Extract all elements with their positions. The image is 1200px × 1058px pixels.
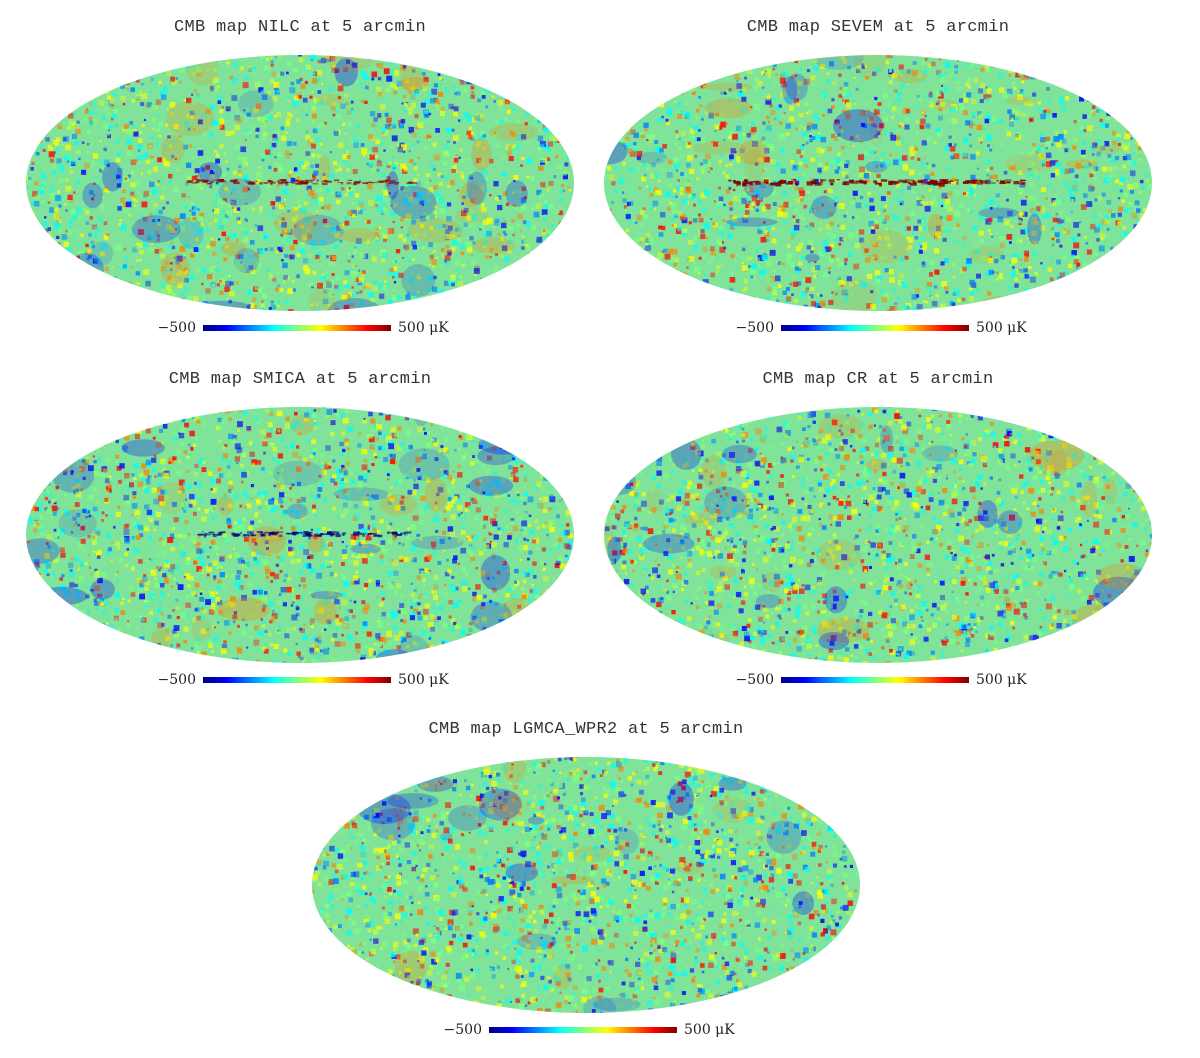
panel-title: CMB map SEVEM at 5 arcmin [746, 18, 1010, 37]
panel-cr: CMB map CR at 5 arcmin −500 500 μK [598, 370, 1158, 700]
cmb-sky-map [604, 55, 1152, 311]
cmb-sky-map [604, 407, 1152, 663]
colorbar-max-label: 500 μK [976, 672, 1027, 688]
cmb-sky-map [26, 55, 574, 311]
colorbar: −500 500 μK [598, 320, 1158, 340]
colorbar-min-label: −500 [443, 1022, 482, 1038]
panel-lgmca-wpr2: CMB map LGMCA_WPR2 at 5 arcmin −500 500 … [306, 720, 866, 1050]
colorbar-max-label: 500 μK [976, 320, 1027, 336]
cmb-sky-map [312, 757, 860, 1013]
colorbar-gradient [489, 1027, 677, 1033]
panel-smica: CMB map SMICA at 5 arcmin −500 500 μK [20, 370, 580, 700]
colorbar-max-label: 500 μK [398, 672, 449, 688]
panel-title: CMB map NILC at 5 arcmin [173, 18, 427, 37]
panel-nilc: CMB map NILC at 5 arcmin −500 500 μK [20, 18, 580, 348]
colorbar: −500 500 μK [598, 672, 1158, 692]
colorbar-max-label: 500 μK [398, 320, 449, 336]
colorbar-max-label: 500 μK [684, 1022, 735, 1038]
colorbar-gradient [203, 677, 391, 683]
cmb-sky-map [26, 407, 574, 663]
colorbar-gradient [781, 325, 969, 331]
colorbar-min-label: −500 [735, 672, 774, 688]
colorbar-min-label: −500 [157, 672, 196, 688]
colorbar: −500 500 μK [20, 672, 580, 692]
panel-title: CMB map SMICA at 5 arcmin [168, 370, 432, 389]
panel-sevem: CMB map SEVEM at 5 arcmin −500 500 μK [598, 18, 1158, 348]
colorbar: −500 500 μK [306, 1022, 866, 1042]
colorbar-gradient [781, 677, 969, 683]
colorbar: −500 500 μK [20, 320, 580, 340]
panel-title: CMB map CR at 5 arcmin [762, 370, 994, 389]
panel-title: CMB map LGMCA_WPR2 at 5 arcmin [428, 720, 744, 739]
colorbar-min-label: −500 [157, 320, 196, 336]
colorbar-min-label: −500 [735, 320, 774, 336]
colorbar-gradient [203, 325, 391, 331]
